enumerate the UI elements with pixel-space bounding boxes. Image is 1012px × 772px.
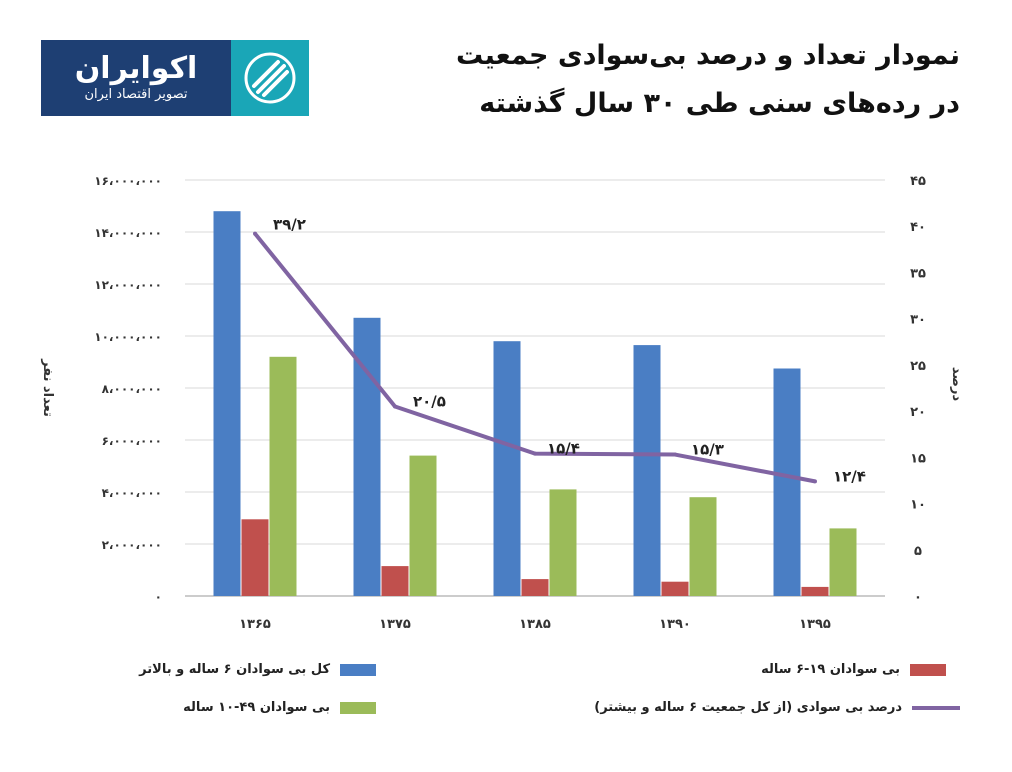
bar-total: [633, 345, 661, 596]
x-tick-label: ۱۳۷۵: [379, 617, 411, 632]
percent-point: [393, 404, 397, 409]
y2-tick-label: ۳۰: [910, 313, 926, 328]
y2-tick-label: ۱۵: [910, 451, 926, 466]
x-tick-label: ۱۳۸۵: [519, 617, 551, 632]
bar-total: [213, 211, 241, 596]
combo-chart: ۰ ۲،۰۰۰،۰۰۰ ۴،۰۰۰،۰۰۰ ۶،۰۰۰،۰۰۰ ۸،۰۰۰،۰۰۰ ۱۰،…: [40, 174, 964, 632]
y2-tick-label: ۳۵: [910, 266, 926, 281]
legend-swatch-age-6-19: [910, 663, 946, 676]
percent-data-label: ۲۰/۵: [413, 392, 446, 410]
y2-tick-label: ۵: [914, 544, 922, 559]
bar-age-6-19: [801, 586, 829, 596]
percent-data-label: ۱۲/۴: [833, 467, 866, 485]
y-tick-label: ۲،۰۰۰،۰۰۰: [102, 538, 162, 552]
x-tick-label: ۱۳۹۰: [659, 617, 691, 632]
legend-swatch-percent: [912, 705, 960, 710]
bar-total: [353, 317, 381, 596]
percent-line: [253, 232, 816, 484]
percent-data-label: ۳۹/۲: [273, 216, 306, 234]
bar-age-10-49: [829, 528, 857, 596]
bar-total: [493, 341, 521, 596]
y2-tick-label: ۰: [914, 590, 922, 605]
y2-axis-label: درصد: [949, 367, 964, 402]
bar-age-10-49: [269, 356, 297, 596]
legend-label-total: کل بی سوادان ۶ ساله و بالاتر: [139, 662, 330, 677]
chart-title: نمودار تعداد و درصد بی‌سوادی جمعیت در رد…: [360, 32, 960, 128]
percent-point: [813, 479, 817, 484]
bar-age-6-19: [521, 579, 549, 596]
y-tick-label: ۱۰،۰۰۰،۰۰۰: [94, 330, 162, 344]
logo-name: اکوایران: [74, 51, 198, 86]
chart-title-line-1: نمودار تعداد و درصد بی‌سوادی جمعیت: [456, 40, 960, 71]
y2-tick-label: ۱۰: [910, 498, 926, 513]
y-tick-label: ۱۶،۰۰۰،۰۰۰: [94, 174, 162, 188]
bar-age-6-19: [241, 519, 269, 596]
y-tick-label: ۱۲،۰۰۰،۰۰۰: [94, 278, 162, 292]
y2-tick-label: ۲۰: [910, 405, 926, 420]
percent-data-label: ۱۵/۴: [547, 440, 580, 458]
y-tick-label: ۶،۰۰۰،۰۰۰: [102, 434, 162, 448]
legend-label-age-10-49: بی سوادان ۴۹-۱۰ ساله: [183, 700, 330, 715]
legend-swatch-total: [340, 663, 376, 676]
legend-item-age-10-49: بی سوادان ۴۹-۱۰ ساله: [76, 700, 376, 715]
y-tick-label: ۱۴،۰۰۰،۰۰۰: [94, 226, 162, 240]
legend-item-age-6-19: بی سوادان ۱۹-۶ ساله: [616, 662, 946, 677]
logo-tagline: تصویر اقتصاد ایران: [84, 87, 188, 102]
y2-tick-label: ۲۵: [910, 359, 926, 374]
logo-mark-icon: [231, 40, 309, 116]
y-axis-label: تعداد نفر: [40, 358, 55, 417]
legend-item-total: کل بی سوادان ۶ ساله و بالاتر: [76, 662, 376, 677]
legend-label-age-6-19: بی سوادان ۱۹-۶ ساله: [761, 662, 900, 677]
legend-swatch-age-10-49: [340, 701, 376, 714]
bar-age-6-19: [381, 566, 409, 596]
y-tick-label: ۸،۰۰۰،۰۰۰: [102, 382, 162, 396]
y-tick-label: ۴،۰۰۰،۰۰۰: [102, 486, 162, 500]
bar-age-6-19: [661, 581, 689, 596]
bar-age-10-49: [409, 455, 437, 596]
percent-point: [673, 452, 677, 457]
bar-total: [773, 368, 801, 596]
percent-point: [253, 231, 257, 236]
legend-label-percent: درصد بی سوادی (از کل جمعیت ۶ ساله و بیشت…: [594, 700, 902, 715]
brand-logo: اکوایران تصویر اقتصاد ایران: [41, 40, 309, 116]
logo-text-block: اکوایران تصویر اقتصاد ایران: [41, 40, 231, 116]
bar-age-10-49: [689, 497, 717, 596]
legend-item-percent: درصد بی سوادی (از کل جمعیت ۶ ساله و بیشت…: [560, 700, 960, 715]
percent-point: [533, 451, 537, 456]
x-tick-label: ۱۳۶۵: [239, 617, 271, 632]
y2-tick-label: ۴۰: [910, 220, 926, 235]
x-tick-label: ۱۳۹۵: [799, 617, 831, 632]
percent-data-label: ۱۵/۳: [691, 441, 724, 459]
bar-age-10-49: [549, 489, 577, 596]
chart-title-line-2: در رده‌های سنی طی ۳۰ سال گذشته: [479, 88, 960, 119]
y-tick-label: ۰: [155, 590, 162, 604]
y2-tick-label: ۴۵: [910, 174, 926, 189]
